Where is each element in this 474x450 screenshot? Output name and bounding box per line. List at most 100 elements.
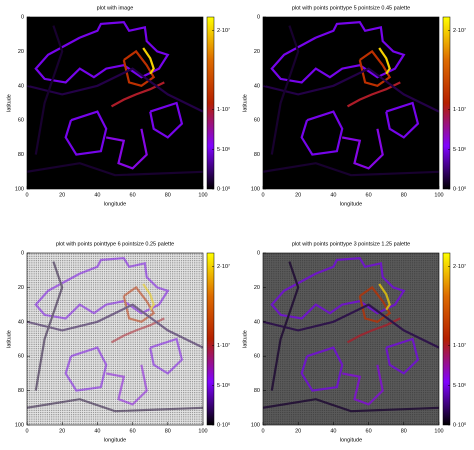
trace bbox=[341, 364, 384, 406]
trace bbox=[110, 81, 165, 108]
plot-frame bbox=[262, 252, 440, 426]
y-tick-label: 80 bbox=[18, 388, 24, 394]
trace bbox=[122, 49, 156, 87]
colorbar-tick-label: 1·10⁷ bbox=[217, 106, 230, 113]
y-tick-label: 60 bbox=[18, 354, 24, 360]
trace bbox=[105, 128, 148, 170]
traces bbox=[27, 257, 203, 413]
x-tick-label: 60 bbox=[366, 428, 372, 434]
y-tick-label: 100 bbox=[251, 186, 260, 192]
y-tick-label: 80 bbox=[18, 152, 24, 158]
x-tick-label: 80 bbox=[401, 428, 407, 434]
x-tick-label: 20 bbox=[59, 428, 65, 434]
x-tick-label: 80 bbox=[401, 192, 407, 198]
y-tick-label: 20 bbox=[254, 285, 260, 291]
colorbar-tick-label: 5·10⁶ bbox=[453, 146, 466, 153]
x-axis-label: longitude bbox=[340, 201, 362, 207]
y-tick-label: 20 bbox=[254, 49, 260, 55]
y-tick-label: 60 bbox=[254, 118, 260, 124]
x-tick-label: 100 bbox=[434, 428, 443, 434]
plot-frame bbox=[262, 16, 440, 190]
chart-title: plot with image bbox=[97, 5, 134, 11]
trace bbox=[385, 101, 420, 139]
x-tick-label: 20 bbox=[59, 192, 65, 198]
trace bbox=[358, 285, 392, 323]
x-tick-label: 0 bbox=[261, 192, 264, 198]
trace bbox=[110, 317, 165, 344]
y-tick-label: 20 bbox=[18, 285, 24, 291]
y-tick-label: 60 bbox=[18, 118, 24, 124]
colorbar-tick-label: 0·10⁰ bbox=[217, 185, 231, 192]
trace bbox=[385, 337, 420, 375]
x-tick-label: 60 bbox=[130, 428, 136, 434]
plot-frame bbox=[26, 16, 204, 190]
x-tick-label: 80 bbox=[165, 428, 171, 434]
colorbar-tick-label: 2·10⁷ bbox=[217, 27, 230, 34]
colorbar-tick-label: 2·10⁷ bbox=[453, 27, 466, 34]
y-axis-label: latitude bbox=[242, 330, 248, 348]
colorbar bbox=[206, 252, 215, 426]
trace bbox=[270, 25, 300, 155]
x-tick-label: 0 bbox=[261, 428, 264, 434]
trace bbox=[64, 346, 108, 392]
colorbar-tick-label: 5·10⁶ bbox=[217, 382, 230, 389]
colorbar-tick-label: 0·10⁰ bbox=[453, 421, 467, 428]
y-tick-label: 40 bbox=[254, 83, 260, 89]
y-tick-label: 40 bbox=[254, 319, 260, 325]
trace bbox=[142, 283, 155, 311]
trace bbox=[346, 317, 401, 344]
y-tick-label: 100 bbox=[251, 422, 260, 428]
y-tick-label: 100 bbox=[15, 422, 24, 428]
colorbar-tick-label: 0·10⁰ bbox=[217, 421, 231, 428]
trace bbox=[378, 47, 391, 75]
y-tick-label: 20 bbox=[18, 49, 24, 55]
x-tick-label: 20 bbox=[295, 192, 301, 198]
x-tick-label: 60 bbox=[366, 192, 372, 198]
trace bbox=[27, 162, 203, 177]
y-tick-label: 100 bbox=[15, 186, 24, 192]
trace bbox=[341, 128, 384, 170]
colorbar bbox=[206, 16, 215, 190]
trace bbox=[346, 81, 401, 108]
traces bbox=[263, 257, 439, 413]
trace bbox=[300, 346, 344, 392]
traces bbox=[27, 21, 203, 177]
trace bbox=[263, 303, 439, 349]
trace bbox=[358, 49, 392, 87]
x-tick-label: 100 bbox=[198, 192, 207, 198]
y-axis-label: latitude bbox=[242, 94, 248, 112]
trace bbox=[64, 110, 108, 156]
x-axis-label: longitude bbox=[340, 437, 362, 443]
x-axis-label: longitude bbox=[104, 201, 126, 207]
x-tick-label: 100 bbox=[198, 428, 207, 434]
y-tick-label: 80 bbox=[254, 152, 260, 158]
y-tick-label: 0 bbox=[257, 14, 260, 20]
trace bbox=[34, 261, 64, 391]
y-tick-label: 40 bbox=[18, 83, 24, 89]
y-tick-label: 0 bbox=[257, 250, 260, 256]
trace bbox=[263, 162, 439, 177]
x-tick-label: 60 bbox=[130, 192, 136, 198]
y-tick-label: 80 bbox=[254, 388, 260, 394]
colorbar-tick-label: 0·10⁰ bbox=[453, 185, 467, 192]
colorbar-tick-label: 2·10⁷ bbox=[453, 263, 466, 270]
trace bbox=[27, 398, 203, 413]
y-tick-label: 40 bbox=[18, 319, 24, 325]
colorbar-tick-label: 1·10⁷ bbox=[453, 106, 466, 113]
trace bbox=[263, 67, 439, 113]
traces bbox=[263, 21, 439, 177]
chart-title: plot with points pointtype 5 pointsize 0… bbox=[292, 5, 410, 11]
x-tick-label: 100 bbox=[434, 192, 443, 198]
trace bbox=[263, 398, 439, 413]
trace bbox=[122, 285, 156, 323]
trace bbox=[27, 303, 203, 349]
trace bbox=[142, 47, 155, 75]
colorbar-tick-label: 1·10⁷ bbox=[453, 342, 466, 349]
trace bbox=[300, 110, 344, 156]
x-tick-label: 40 bbox=[94, 192, 100, 198]
